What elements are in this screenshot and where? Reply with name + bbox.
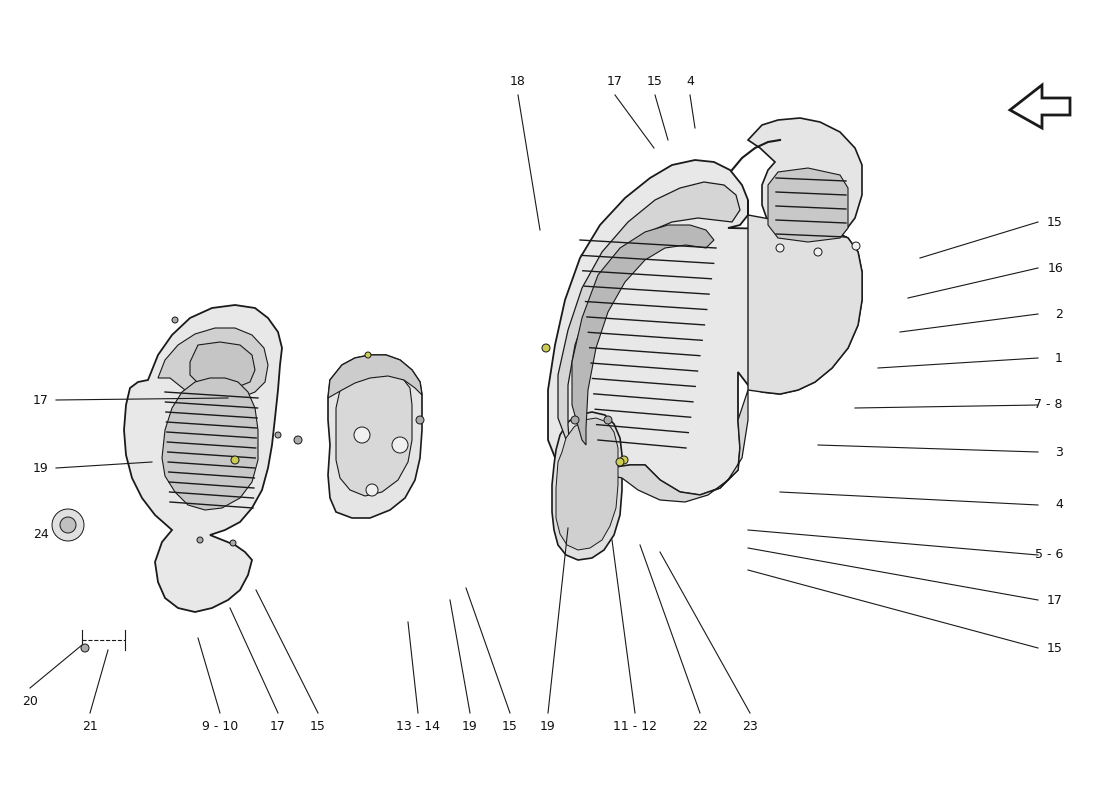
Circle shape (366, 484, 378, 496)
Circle shape (231, 456, 239, 464)
Text: 13 - 14: 13 - 14 (396, 720, 440, 733)
Text: 9 - 10: 9 - 10 (202, 720, 238, 733)
Polygon shape (748, 118, 862, 248)
Polygon shape (768, 168, 848, 242)
Polygon shape (556, 418, 618, 550)
Circle shape (52, 509, 84, 541)
Text: 19: 19 (540, 720, 556, 733)
Text: 4: 4 (1055, 498, 1063, 511)
Text: 17: 17 (271, 720, 286, 733)
Polygon shape (608, 390, 748, 502)
Text: 18: 18 (510, 75, 526, 88)
Circle shape (81, 644, 89, 652)
Text: 17: 17 (33, 394, 48, 406)
Text: 11 - 12: 11 - 12 (613, 720, 657, 733)
Polygon shape (328, 355, 422, 398)
Circle shape (230, 540, 236, 546)
Text: 15: 15 (310, 720, 326, 733)
Polygon shape (548, 160, 862, 495)
Circle shape (416, 416, 424, 424)
Text: 5 - 6: 5 - 6 (1035, 549, 1063, 562)
Circle shape (365, 352, 371, 358)
Text: 3: 3 (1055, 446, 1063, 458)
Text: 1: 1 (1055, 351, 1063, 365)
Text: 24: 24 (33, 529, 48, 542)
Text: 19: 19 (462, 720, 477, 733)
Polygon shape (572, 225, 714, 445)
Circle shape (571, 416, 579, 424)
Circle shape (275, 432, 280, 438)
Polygon shape (190, 342, 255, 390)
Polygon shape (158, 328, 268, 400)
Circle shape (542, 344, 550, 352)
Circle shape (852, 242, 860, 250)
Circle shape (392, 437, 408, 453)
Text: 4: 4 (686, 75, 694, 88)
Polygon shape (552, 412, 622, 560)
Text: 19: 19 (33, 462, 48, 474)
Polygon shape (162, 378, 258, 510)
Circle shape (620, 456, 628, 464)
Circle shape (776, 244, 784, 252)
Circle shape (294, 436, 302, 444)
Text: 17: 17 (1047, 594, 1063, 606)
Text: 15: 15 (1047, 215, 1063, 229)
Polygon shape (124, 305, 282, 612)
Circle shape (354, 427, 370, 443)
Text: 20: 20 (22, 695, 37, 708)
Text: 15: 15 (647, 75, 663, 88)
Text: 23: 23 (742, 720, 758, 733)
Circle shape (197, 537, 204, 543)
Polygon shape (336, 368, 412, 496)
Text: 15: 15 (1047, 642, 1063, 654)
Text: 16: 16 (1047, 262, 1063, 274)
Polygon shape (328, 355, 422, 518)
Circle shape (604, 416, 612, 424)
Circle shape (60, 517, 76, 533)
Circle shape (616, 458, 624, 466)
Polygon shape (558, 182, 740, 452)
Text: 17: 17 (607, 75, 623, 88)
Circle shape (172, 317, 178, 323)
Text: 21: 21 (82, 720, 98, 733)
Text: 7 - 8: 7 - 8 (1034, 398, 1063, 411)
Polygon shape (1010, 85, 1070, 128)
Polygon shape (748, 200, 862, 394)
Circle shape (814, 248, 822, 256)
Text: 15: 15 (502, 720, 518, 733)
Text: 2: 2 (1055, 307, 1063, 321)
Text: 22: 22 (692, 720, 708, 733)
